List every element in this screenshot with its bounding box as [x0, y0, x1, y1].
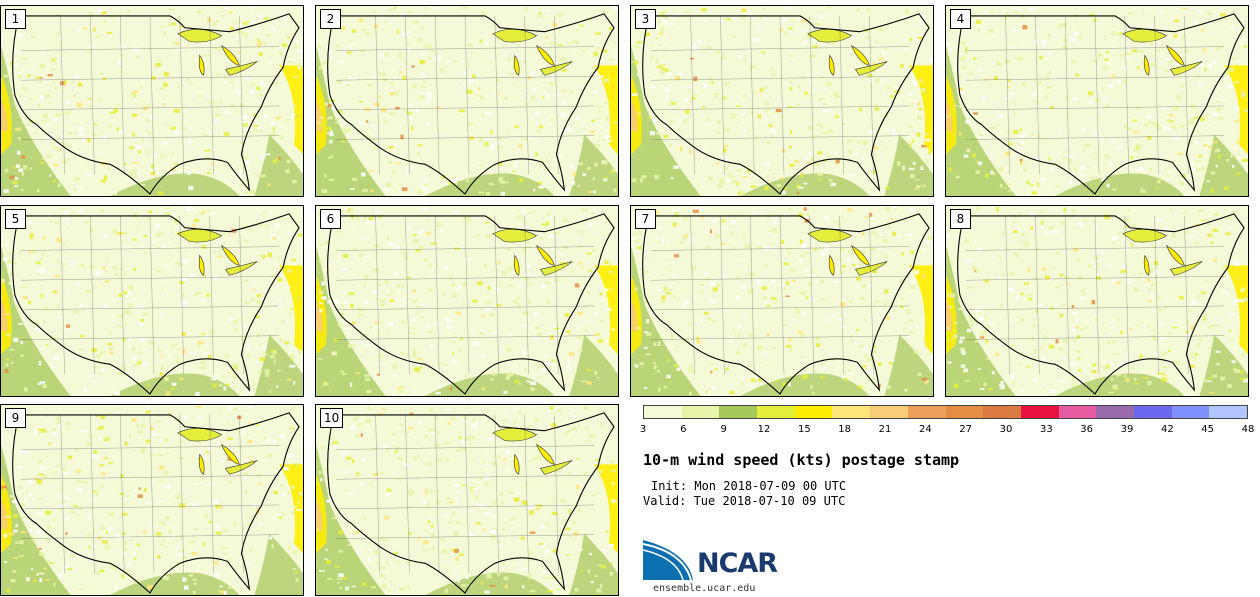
logo-swoosh-stripe	[643, 549, 684, 581]
colorbar-tick-label: 30	[999, 424, 1013, 435]
panel-label: 9	[5, 408, 26, 428]
colorbar-tick-label: 3	[639, 424, 647, 435]
colorbar-segment	[794, 406, 833, 418]
colorbar-segment	[757, 406, 795, 418]
colorbar-tick-label: 45	[1201, 424, 1215, 435]
wind-speed-map	[1, 206, 303, 396]
colorbar-segment	[1171, 406, 1210, 418]
logo-swoosh-stripe	[643, 543, 692, 581]
panel-label: 7	[635, 209, 656, 229]
map-panel[interactable]: 3	[630, 5, 934, 197]
colorbar-tick-label: 18	[838, 424, 852, 435]
colorbar-segment	[983, 406, 1021, 418]
panel-label: 6	[320, 209, 341, 229]
map-panel[interactable]: 2	[315, 5, 619, 197]
panel-label: 5	[5, 209, 26, 229]
colorbar-tick-label: 39	[1120, 424, 1134, 435]
wind-speed-map	[946, 206, 1248, 396]
colorbar-tick-label: 6	[680, 424, 687, 435]
init-time: Init: Mon 2018-07-09 00 UTC	[651, 479, 847, 493]
colorbar-tick-label: 24	[918, 424, 932, 435]
wind-speed-map	[946, 6, 1248, 196]
colorbar-tick-labels: 3 6 9 12 15 18 21 24 27 30 33 36 39 42 45 48	[639, 424, 1255, 438]
logo-url-link[interactable]: ensemble.ucar.edu	[653, 583, 756, 594]
colorbar-tick-label: 36	[1080, 424, 1094, 435]
colorbar-tick-label: 42	[1160, 424, 1174, 435]
valid-time: Valid: Tue 2018-07-10 09 UTC	[643, 494, 846, 508]
colorbar-segment	[1020, 406, 1059, 418]
map-panel[interactable]: 5	[0, 205, 304, 397]
panel-label: 4	[950, 9, 971, 29]
colorbar-segment	[832, 406, 871, 418]
wind-speed-map	[316, 206, 618, 396]
wind-speed-map	[316, 405, 618, 595]
colorbar-segment	[1096, 406, 1134, 418]
map-panel[interactable]: 10	[315, 404, 619, 596]
wind-speed-map	[316, 6, 618, 196]
map-panel[interactable]: 8	[945, 205, 1249, 397]
colorbar-segment	[681, 406, 720, 418]
wind-speed-map	[1, 405, 303, 595]
wind-speed-map	[631, 206, 933, 396]
panel-label: 3	[635, 9, 656, 29]
map-panel[interactable]: 1	[0, 5, 304, 197]
wind-speed-colorbar	[643, 405, 1248, 419]
map-panel[interactable]: 7	[630, 205, 934, 397]
colorbar-tick-label: 48	[1241, 424, 1255, 435]
colorbar-segment	[1058, 406, 1097, 418]
colorbar-segment	[1133, 406, 1172, 418]
colorbar-tick-label: 33	[1039, 424, 1053, 435]
ncar-logo-text: NCAR	[697, 548, 778, 579]
colorbar-segment	[907, 406, 946, 418]
colorbar-tick-label: 9	[720, 424, 727, 435]
colorbar-segment	[870, 406, 908, 418]
colorbar-tick-label: 21	[878, 424, 892, 435]
wind-speed-map	[1, 6, 303, 196]
panel-label: 2	[320, 9, 341, 29]
map-panel[interactable]: 6	[315, 205, 619, 397]
colorbar-segment	[719, 406, 758, 418]
map-panel[interactable]: 4	[945, 5, 1249, 197]
colorbar-segment	[945, 406, 984, 418]
map-panel[interactable]: 9	[0, 404, 304, 596]
colorbar-tick-label: 27	[959, 424, 973, 435]
colorbar-segment	[644, 406, 682, 418]
panel-label: 8	[950, 209, 971, 229]
plot-title: 10-m wind speed (kts) postage stamp	[643, 451, 960, 469]
panel-label: 1	[5, 9, 26, 29]
colorbar-tick-label: 15	[797, 424, 811, 435]
wind-speed-map	[631, 6, 933, 196]
ncar-logo-icon	[643, 540, 693, 581]
panel-label: 10	[320, 408, 344, 428]
colorbar-tick-label: 12	[757, 424, 771, 435]
colorbar-segment	[1209, 406, 1247, 418]
